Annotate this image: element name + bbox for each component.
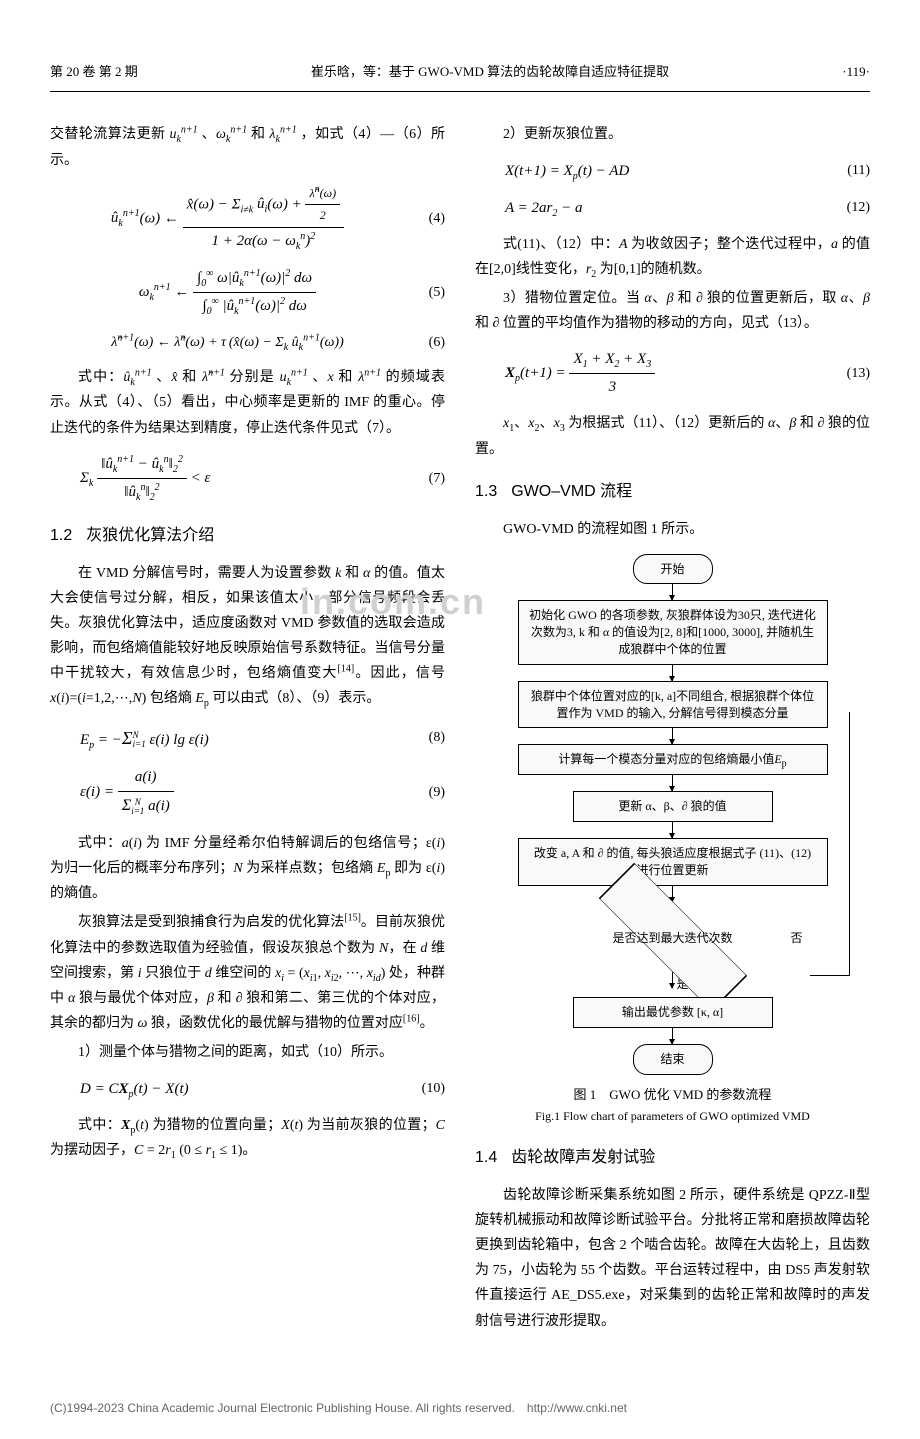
equation-5: ωkn+1 ← ∫0∞ ω|ûkn+1(ω)|2 dω ∫0∞ |ûkn+1(ω… bbox=[50, 265, 445, 320]
equation-9: ε(i) = a(i) ΣNi=1 a(i) (9) bbox=[50, 764, 445, 821]
eq-num: (7) bbox=[405, 466, 445, 491]
section-number: 1.3 bbox=[475, 483, 497, 500]
right-p5: GWO-VMD 的流程如图 1 所示。 bbox=[475, 517, 870, 542]
page-container: 第 20 卷 第 2 期 崔乐晗，等：基于 GWO-VMD 算法的齿轮故障自适应… bbox=[0, 0, 920, 1378]
right-p2: 式(11)、（12）中：A 为收敛因子；整个迭代过程中，a 的值在[2,0]线性… bbox=[475, 232, 870, 282]
equation-11: X(t+1) = Xp(t) − AD (11) bbox=[475, 158, 870, 185]
eq-num: (4) bbox=[405, 206, 445, 231]
figure-1-caption-en: Fig.1 Flow chart of parameters of GWO op… bbox=[475, 1106, 870, 1128]
equation-8: Ep = −ΣNi=1 ε(i) lg ε(i) (8) bbox=[50, 722, 445, 754]
section-1-2-heading: 1.2 灰狼优化算法介绍 bbox=[50, 522, 445, 551]
fc-arrow bbox=[672, 665, 673, 681]
fc-decision: 是否达到最大迭代次数 否 bbox=[573, 902, 773, 972]
left-p4: 式中：a(i) 为 IMF 分量经希尔伯特解调后的包络信号；ε(i) 为归一化后… bbox=[50, 831, 445, 907]
fc-calc: 计算每一个模态分量对应的包络熵最小值Ep bbox=[518, 744, 828, 775]
equation-13: Xp(t+1) = X1 + X2 + X3 3 (13) bbox=[475, 346, 870, 401]
equation-6: λ̂n+1(ω) ← λ̂n(ω) + τ (x̂(ω) − Σk ûkn+1(… bbox=[50, 330, 445, 355]
section-1-3-heading: 1.3 GWO–VMD 流程 bbox=[475, 478, 870, 507]
left-p2: 式中：ûkn+1 、x̂ 和 λ̂n+1 分别是 ukn+1 、x 和 λn+1… bbox=[50, 365, 445, 441]
fc-arrow bbox=[672, 1028, 673, 1044]
eq-num: (9) bbox=[405, 780, 445, 805]
left-p3: 在 VMD 分解信号时，需要人为设置参数 k 和 α 的值。值太大会使信号过分解… bbox=[50, 561, 445, 712]
fc-decision-text: 是否达到最大迭代次数 bbox=[573, 928, 773, 950]
fc-output: 输出最优参数 [κ, α] bbox=[573, 997, 773, 1028]
right-column: 2）更新灰狼位置。 X(t+1) = Xp(t) − AD (11) A = 2… bbox=[475, 122, 870, 1337]
equation-10: D = CXp(t) − X(t) (10) bbox=[50, 1076, 445, 1103]
fc-end: 结束 bbox=[633, 1044, 713, 1075]
section-number: 1.2 bbox=[50, 527, 72, 544]
right-p3: 3）猎物位置定位。当 α、β 和 ∂ 狼的位置更新后，取 α、β 和 ∂ 位置的… bbox=[475, 286, 870, 336]
page-header: 第 20 卷 第 2 期 崔乐晗，等：基于 GWO-VMD 算法的齿轮故障自适应… bbox=[50, 60, 870, 92]
header-center: 崔乐晗，等：基于 GWO-VMD 算法的齿轮故障自适应特征提取 bbox=[311, 60, 669, 83]
header-right: ·119· bbox=[842, 60, 870, 83]
right-p6: 齿轮故障诊断采集系统如图 2 所示，硬件系统是 QPZZ-Ⅱ型旋转机械振动和故障… bbox=[475, 1183, 870, 1334]
left-p1: 交替轮流算法更新 ukn+1 、ωkn+1 和 λkn+1 ，如式（4）—（6）… bbox=[50, 122, 445, 172]
fc-update: 更新 α、β、∂ 狼的值 bbox=[573, 791, 773, 822]
fc-arrow bbox=[672, 972, 673, 988]
left-p5: 灰狼算法是受到狼捕食行为启发的优化算法[15]。目前灰狼优化算法中的参数选取值为… bbox=[50, 910, 445, 1036]
header-left: 第 20 卷 第 2 期 bbox=[50, 60, 138, 83]
fc-start: 开始 bbox=[633, 554, 713, 585]
eq-num: (10) bbox=[405, 1076, 445, 1101]
fc-init: 初始化 GWO 的各项参数, 灰狼群体设为30只, 迭代进化次数为3, k 和 … bbox=[518, 600, 828, 664]
section-title: 齿轮故障声发射试验 bbox=[511, 1149, 655, 1166]
right-p1: 2）更新灰狼位置。 bbox=[475, 122, 870, 147]
eq-num: (5) bbox=[405, 280, 445, 305]
page-footer: (C)1994-2023 China Academic Journal Elec… bbox=[0, 1378, 920, 1439]
eq-num: (8) bbox=[405, 725, 445, 750]
fc-arrow bbox=[672, 775, 673, 791]
right-p4: x1、x2、x3 为根据式（11）、（12）更新后的 α、β 和 ∂ 狼的位置。 bbox=[475, 411, 870, 461]
eq-num: (11) bbox=[830, 158, 870, 183]
equation-4: ûkn+1(ω) ← x̂(ω) − Σi≠k ûi(ω) + λ̂n(ω)2 … bbox=[50, 183, 445, 255]
fc-arrow bbox=[672, 886, 673, 902]
fc-combo: 狼群中个体位置对应的[k, a]不同组合, 根据狼群个体位置作为 VMD 的输入… bbox=[518, 681, 828, 729]
section-title: GWO–VMD 流程 bbox=[511, 483, 632, 500]
left-p7: 式中：Xp(t) 为猎物的位置向量；X(t) 为当前灰狼的位置；C 为摆动因子，… bbox=[50, 1113, 445, 1163]
fc-change: 改变 a, A 和 ∂ 的值, 每头狼适应度根据式子 (11)、(12) 进行位… bbox=[518, 838, 828, 886]
eq-num: (6) bbox=[405, 330, 445, 355]
section-1-4-heading: 1.4 齿轮故障声发射试验 bbox=[475, 1144, 870, 1173]
section-number: 1.4 bbox=[475, 1149, 497, 1166]
equation-12: A = 2ar2 − a (12) bbox=[475, 195, 870, 222]
figure-1-caption-cn: 图 1 GWO 优化 VMD 的参数流程 bbox=[475, 1083, 870, 1106]
equation-7: Σk ‖ûkn+1 − ûkn‖22 ‖ûkn‖22 < ε (7) bbox=[50, 451, 445, 506]
figure-1-flowchart: 开始 初始化 GWO 的各项参数, 灰狼群体设为30只, 迭代进化次数为3, k… bbox=[475, 554, 870, 1075]
fc-arrow bbox=[672, 822, 673, 838]
left-p6: 1）测量个体与猎物之间的距离，如式（10）所示。 bbox=[50, 1040, 445, 1065]
two-column-layout: 交替轮流算法更新 ukn+1 、ωkn+1 和 λkn+1 ，如式（4）—（6）… bbox=[50, 122, 870, 1337]
eq-num: (13) bbox=[830, 361, 870, 386]
section-title: 灰狼优化算法介绍 bbox=[86, 527, 214, 544]
fc-arrow bbox=[672, 728, 673, 744]
fc-arrow bbox=[672, 584, 673, 600]
left-column: 交替轮流算法更新 ukn+1 、ωkn+1 和 λkn+1 ，如式（4）—（6）… bbox=[50, 122, 445, 1337]
eq-num: (12) bbox=[830, 195, 870, 220]
fc-label-no: 否 bbox=[790, 928, 802, 950]
